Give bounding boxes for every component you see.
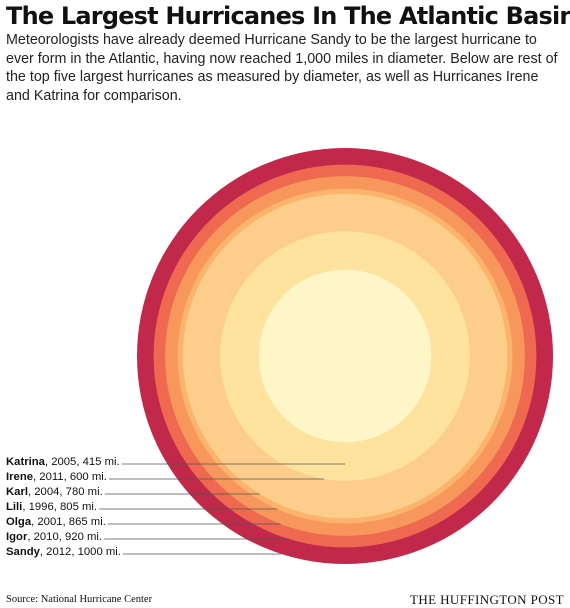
source-note: Source: National Hurricane Center bbox=[6, 594, 153, 605]
label-detail: , 2005, 415 mi. bbox=[44, 456, 120, 468]
label-detail: , 1996, 805 mi. bbox=[22, 501, 98, 513]
label-name: Sandy bbox=[6, 546, 40, 558]
label-name: Olga bbox=[6, 516, 32, 528]
label-name: Lili bbox=[6, 501, 23, 513]
label-olga: Olga, 2001, 865 mi. bbox=[6, 516, 106, 529]
label-sandy: Sandy, 2012, 1000 mi. bbox=[6, 546, 121, 559]
label-name: Irene bbox=[6, 471, 34, 483]
circle-katrina bbox=[258, 269, 432, 443]
label-karl: Karl, 2004, 780 mi. bbox=[6, 486, 103, 499]
label-detail: , 2011, 600 mi. bbox=[33, 471, 107, 483]
label-name: Karl bbox=[6, 486, 28, 498]
label-igor: Igor, 2010, 920 mi. bbox=[6, 531, 102, 544]
label-katrina: Katrina, 2005, 415 mi. bbox=[6, 456, 120, 469]
label-detail: , 2001, 865 mi. bbox=[31, 516, 106, 528]
label-detail: , 2004, 780 mi. bbox=[27, 486, 103, 498]
label-detail: , 2010, 920 mi. bbox=[27, 531, 103, 543]
chart-title: The Largest Hurricanes In The Atlantic B… bbox=[6, 2, 570, 30]
label-detail: , 2012, 1000 mi. bbox=[39, 546, 121, 558]
label-name: Igor bbox=[6, 531, 28, 543]
publisher-logo: THE HUFFINGTON POST bbox=[410, 592, 564, 607]
chart-subtitle: Meteorologists have already deemed Hurri… bbox=[6, 32, 558, 104]
label-name: Katrina bbox=[6, 456, 45, 468]
label-lili: Lili, 1996, 805 mi. bbox=[6, 501, 97, 514]
label-irene: Irene, 2011, 600 mi. bbox=[6, 471, 107, 484]
